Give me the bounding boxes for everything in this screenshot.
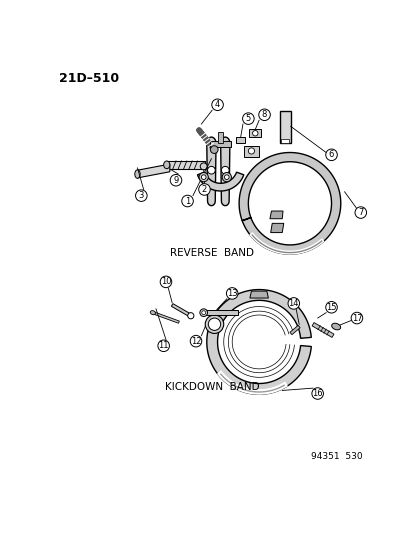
Text: 4: 4	[214, 100, 220, 109]
Circle shape	[181, 195, 193, 207]
Circle shape	[222, 173, 231, 182]
Polygon shape	[171, 304, 191, 317]
Text: 8: 8	[261, 110, 266, 119]
Circle shape	[190, 335, 201, 347]
Text: 2: 2	[202, 185, 206, 194]
Polygon shape	[203, 310, 237, 315]
Text: 3: 3	[138, 191, 144, 200]
Text: REVERSE  BAND: REVERSE BAND	[170, 248, 254, 259]
Text: 12: 12	[190, 337, 201, 346]
Text: 11: 11	[158, 341, 169, 350]
Polygon shape	[281, 140, 288, 143]
Text: KICKDOWN  BAND: KICKDOWN BAND	[164, 382, 259, 392]
Polygon shape	[269, 211, 282, 219]
Bar	[218, 133, 223, 143]
Polygon shape	[197, 172, 243, 191]
Circle shape	[242, 113, 254, 124]
Circle shape	[170, 174, 181, 186]
Text: 10: 10	[160, 277, 171, 286]
Polygon shape	[239, 152, 340, 254]
Polygon shape	[206, 137, 216, 206]
Circle shape	[199, 173, 208, 182]
Polygon shape	[289, 325, 299, 335]
Polygon shape	[206, 289, 311, 394]
Text: 17: 17	[351, 313, 361, 322]
Circle shape	[201, 311, 205, 314]
Circle shape	[252, 131, 257, 136]
Circle shape	[207, 166, 215, 174]
Circle shape	[354, 207, 366, 219]
Polygon shape	[152, 312, 179, 323]
Polygon shape	[220, 137, 229, 206]
Circle shape	[224, 175, 228, 180]
Circle shape	[211, 99, 223, 110]
Text: 21D–510: 21D–510	[59, 71, 119, 85]
Polygon shape	[137, 164, 169, 178]
Polygon shape	[243, 146, 259, 157]
Circle shape	[205, 315, 223, 334]
Text: 16: 16	[311, 389, 322, 398]
Circle shape	[200, 163, 206, 170]
Ellipse shape	[135, 170, 140, 179]
Polygon shape	[235, 137, 244, 143]
Text: 14: 14	[288, 299, 298, 308]
Bar	[209, 141, 231, 147]
Polygon shape	[249, 291, 268, 298]
Circle shape	[226, 288, 237, 299]
Ellipse shape	[331, 323, 340, 330]
Text: 1: 1	[185, 197, 190, 206]
Circle shape	[311, 387, 323, 399]
Text: 13: 13	[226, 289, 237, 298]
Circle shape	[350, 312, 362, 324]
Polygon shape	[311, 322, 333, 337]
Text: 9: 9	[173, 176, 178, 185]
Circle shape	[258, 109, 270, 120]
Circle shape	[325, 302, 337, 313]
Circle shape	[135, 190, 147, 201]
Circle shape	[199, 309, 207, 317]
Polygon shape	[249, 130, 261, 137]
Circle shape	[287, 297, 299, 309]
Circle shape	[198, 184, 210, 195]
Text: 7: 7	[357, 208, 363, 217]
Polygon shape	[270, 223, 283, 232]
Text: 5: 5	[245, 114, 250, 123]
Circle shape	[248, 148, 254, 154]
Text: 94351  530: 94351 530	[310, 451, 361, 461]
Polygon shape	[166, 161, 205, 168]
Text: 15: 15	[325, 303, 336, 312]
Circle shape	[187, 313, 193, 319]
Ellipse shape	[163, 161, 169, 168]
Circle shape	[201, 175, 206, 180]
Circle shape	[157, 340, 169, 352]
Circle shape	[325, 149, 337, 160]
Circle shape	[221, 166, 228, 174]
Ellipse shape	[150, 311, 155, 314]
Polygon shape	[279, 111, 290, 143]
Circle shape	[208, 318, 220, 330]
Text: 6: 6	[328, 150, 333, 159]
Circle shape	[160, 276, 171, 288]
Circle shape	[210, 146, 218, 154]
